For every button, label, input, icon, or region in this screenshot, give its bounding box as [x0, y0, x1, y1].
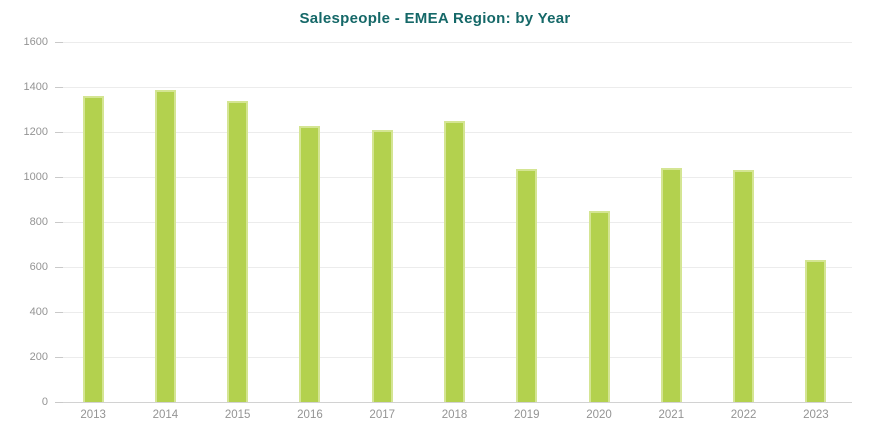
bar-2023[interactable] [805, 260, 827, 402]
bar-2016[interactable] [299, 126, 321, 402]
x-axis-label-2023: 2023 [803, 409, 829, 421]
bar-2015[interactable] [227, 100, 249, 402]
x-axis-label-2017: 2017 [369, 409, 396, 421]
gridline-1600 [57, 42, 852, 43]
y-axis-tick-600 [55, 267, 63, 268]
x-axis-label-2016: 2016 [297, 409, 323, 421]
bar-2021[interactable] [660, 168, 682, 402]
y-axis-tick-800 [55, 222, 63, 223]
x-axis-label-2018: 2018 [441, 409, 468, 421]
x-axis-label-2013: 2013 [80, 409, 106, 421]
y-axis-label-200: 200 [29, 351, 48, 363]
bar-2022[interactable] [733, 170, 755, 402]
gridline-1400 [57, 87, 852, 88]
chart-title: Salespeople - EMEA Region: by Year [299, 10, 571, 27]
y-axis-tick-1600 [55, 42, 63, 43]
y-axis-label-600: 600 [29, 261, 48, 273]
x-axis-label-2015: 2015 [224, 409, 251, 421]
bar-2017[interactable] [371, 129, 393, 402]
x-axis-label-2020: 2020 [586, 409, 612, 421]
y-axis-tick-1200 [55, 132, 63, 133]
bar-2014[interactable] [154, 90, 176, 402]
x-axis-label-2019: 2019 [513, 409, 540, 421]
y-axis-label-1000: 1000 [23, 171, 48, 183]
bar-2020[interactable] [588, 210, 610, 402]
plot-area [55, 42, 852, 403]
y-axis-label-400: 400 [29, 306, 48, 318]
x-axis-label-2021: 2021 [658, 409, 685, 421]
y-axis-label-1400: 1400 [23, 81, 48, 93]
y-axis-tick-200 [55, 357, 63, 358]
y-axis-label-800: 800 [29, 216, 48, 228]
y-axis-label-1200: 1200 [23, 126, 48, 138]
bar-2019[interactable] [516, 169, 538, 402]
y-axis-tick-1000 [55, 177, 63, 178]
y-axis-tick-1400 [55, 87, 63, 88]
y-axis-label-0: 0 [41, 396, 48, 408]
x-axis-label-2014: 2014 [152, 409, 179, 421]
y-axis-label-1600: 1600 [23, 36, 48, 48]
y-axis-tick-0 [55, 402, 63, 403]
y-axis-tick-400 [55, 312, 63, 313]
gridline-0 [57, 402, 852, 403]
x-axis-label-2022: 2022 [730, 409, 757, 421]
bar-2013[interactable] [82, 96, 104, 402]
bar-2018[interactable] [444, 120, 465, 402]
